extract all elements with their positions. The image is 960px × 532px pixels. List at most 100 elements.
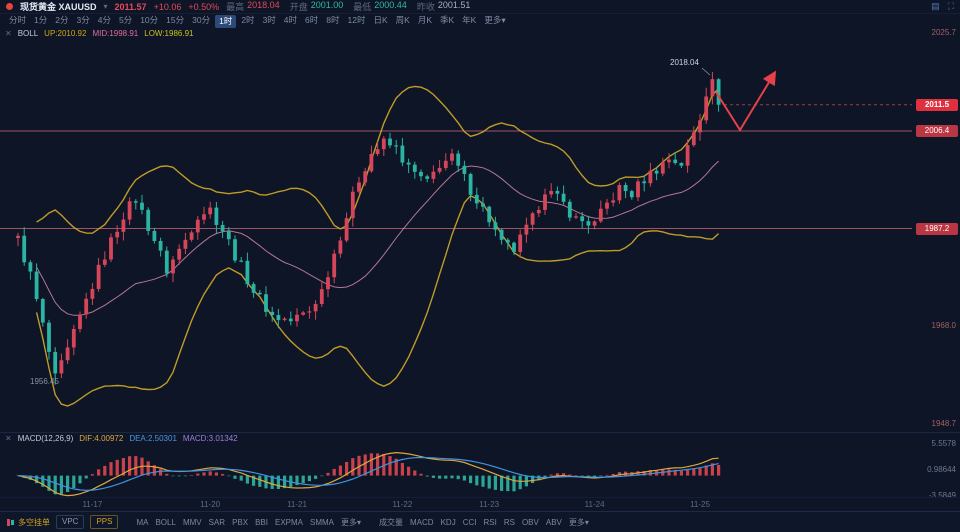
boll-up-value: UP:2010.92 bbox=[44, 29, 87, 38]
header-stat: 开盘 2001.00 bbox=[289, 0, 344, 12]
macd-macd-value: MACD:3.01342 bbox=[182, 434, 238, 443]
indicator-button[interactable]: CCI bbox=[462, 517, 477, 527]
time-axis-label: 11-22 bbox=[392, 500, 413, 509]
timeframe-more-button[interactable]: 更多▾ bbox=[484, 14, 506, 25]
symbol-name[interactable]: 现货黄金 XAUUSD bbox=[20, 2, 97, 12]
price-axis-label: 1987.2 bbox=[916, 222, 958, 235]
macd-dif-value: DIF:4.00972 bbox=[79, 434, 124, 443]
header-stat: 昨收 2001.51 bbox=[416, 0, 471, 12]
timeframe-button[interactable]: 6时 bbox=[305, 14, 319, 25]
indicator-button[interactable]: SMMA bbox=[310, 517, 334, 527]
timeframe-button[interactable]: 周K bbox=[395, 14, 410, 25]
market-status-dot bbox=[6, 3, 13, 10]
header-icons: ▤ ⛶ bbox=[931, 1, 954, 12]
boll-indicator-bar: ✕ BOLL UP:2010.92 MID:1998.91 LOW:1986.9… bbox=[5, 29, 193, 38]
time-axis-label: 11-25 bbox=[690, 500, 710, 509]
timeframe-button[interactable]: 2时 bbox=[241, 14, 255, 25]
indicator-button[interactable]: SAR bbox=[208, 517, 226, 527]
timeframe-button[interactable]: 2分 bbox=[55, 14, 69, 25]
macd-close-icon[interactable]: ✕ bbox=[5, 434, 12, 443]
low-annotation-label: 1956.45 bbox=[30, 377, 59, 386]
indicator-button[interactable]: EXPMA bbox=[274, 517, 303, 527]
pps-button[interactable]: PPS bbox=[90, 515, 119, 529]
main-indicator-list: MA BOLL MMV SAR PBX BBI EXPMA SMMA 更多▾ bbox=[136, 517, 361, 528]
price-axis-label: 2006.4 bbox=[916, 125, 958, 137]
price-axis[interactable]: 2025.7 2011.5 2006.4 1987.2 1968.0 1948.7 bbox=[912, 28, 960, 497]
vpc-button[interactable]: VPC bbox=[56, 515, 85, 529]
layout-icon[interactable]: ▤ bbox=[931, 1, 940, 11]
boll-low-value: LOW:1986.91 bbox=[144, 29, 194, 38]
timeframe-button[interactable]: 年K bbox=[462, 14, 477, 25]
long-short-icon bbox=[7, 518, 14, 526]
indicator-button[interactable]: 成交量 bbox=[379, 517, 404, 527]
long-short-orders-button[interactable]: 多空挂单 bbox=[6, 517, 50, 528]
boll-close-icon[interactable]: ✕ bbox=[5, 29, 12, 38]
main-indicators-more-button[interactable]: 更多▾ bbox=[341, 517, 362, 527]
bottom-toolbar: 多空挂单 VPC PPS MA BOLL MMV SAR PBX BBI EXPMA SMMA… bbox=[0, 511, 960, 532]
indicator-button[interactable]: KDJ bbox=[440, 517, 456, 527]
timeframe-button[interactable]: 4时 bbox=[283, 14, 298, 25]
last-price: 2011.57 bbox=[114, 1, 147, 12]
timeframe-button[interactable]: 1分 bbox=[34, 14, 48, 25]
timeframe-button[interactable]: 30分 bbox=[192, 14, 211, 25]
price-axis-label: 2025.7 bbox=[931, 28, 956, 37]
timeframe-button[interactable]: 5分 bbox=[118, 14, 133, 25]
timeframe-button[interactable]: 8时 bbox=[326, 14, 340, 25]
indicator-button[interactable]: PBX bbox=[232, 517, 249, 527]
indicator-button[interactable]: RSI bbox=[483, 517, 497, 527]
header-stat: 最低 2000.44 bbox=[353, 0, 407, 12]
macd-name: MACD(12,26,9) bbox=[17, 434, 74, 443]
sub-indicators-more-button[interactable]: 更多▾ bbox=[568, 517, 589, 527]
symbol-dropdown-icon[interactable]: ▾ bbox=[103, 2, 108, 11]
timeframe-bar-items: 分时 1分 2分 3分 4分 5分 10分 15分 30分 1时 2时 3时 4时 6时 8时 12时 日K 周K… bbox=[6, 14, 509, 28]
time-axis-label: 11-17 bbox=[82, 500, 103, 509]
price-change: +10.06 bbox=[153, 1, 182, 12]
main-chart[interactable] bbox=[0, 28, 960, 497]
sub-indicator-list: 成交量 MACD KDJ CCI RSI RS OBV ABV 更多▾ bbox=[379, 517, 589, 528]
header-stats: 最高 2018.04 开盘 2001.00 最低 2000.44 昨收 2001.51 bbox=[226, 0, 470, 13]
high-annotation-label: 2018.04 bbox=[670, 58, 699, 67]
timeframe-bar: 分时 1分 2分 3分 4分 5分 10分 15分 30分 1时 2时 3时 4时 6时 8时 12时 日K 周K… bbox=[0, 14, 960, 28]
indicator-button[interactable]: ABV bbox=[545, 517, 562, 527]
price-axis-label: 2011.5 bbox=[916, 98, 958, 111]
price-axis-label: 1968.0 bbox=[931, 320, 956, 330]
time-axis[interactable]: 11-17 11-20 11-21 11-22 11-23 11-24 11-25 bbox=[0, 497, 960, 511]
price-axis-label: 1948.7 bbox=[931, 419, 956, 428]
time-axis-label: 11-23 bbox=[479, 500, 500, 509]
macd-dea-value: DEA:2.50301 bbox=[129, 434, 177, 443]
time-axis-label: 11-21 bbox=[287, 500, 307, 509]
boll-name: BOLL bbox=[17, 29, 39, 38]
indicator-button[interactable]: OBV bbox=[521, 517, 539, 527]
indicator-button[interactable]: MMV bbox=[182, 517, 202, 527]
timeframe-button[interactable]: 3分 bbox=[76, 14, 90, 25]
header-stat: 最高 2018.04 bbox=[226, 0, 280, 12]
timeframe-button[interactable]: 分时 bbox=[9, 14, 27, 25]
price-change-pct: +0.50% bbox=[188, 1, 220, 12]
indicator-button[interactable]: BBI bbox=[255, 517, 268, 527]
macd-indicator-bar: ✕ MACD(12,26,9) DIF:4.00972 DEA:2.50301 … bbox=[5, 434, 238, 443]
macd-axis-label: 5.5578 bbox=[931, 439, 956, 448]
timeframe-button[interactable]: 1时 bbox=[215, 14, 237, 28]
indicator-button[interactable]: MACD bbox=[410, 517, 434, 527]
timeframe-button[interactable]: 季K bbox=[439, 14, 455, 25]
time-axis-label: 11-24 bbox=[584, 500, 605, 509]
time-axis-label: 11-20 bbox=[200, 500, 221, 509]
fullscreen-icon[interactable]: ⛶ bbox=[947, 1, 954, 11]
macd-axis: 5.5578 0.98644 -3.5849 bbox=[912, 28, 960, 500]
macd-axis-label: 0.98644 bbox=[927, 465, 956, 474]
timeframe-button[interactable]: 月K bbox=[417, 14, 432, 25]
macd-axis-label: -3.5849 bbox=[928, 491, 956, 500]
timeframe-button[interactable]: 日K bbox=[373, 14, 388, 25]
timeframe-button[interactable]: 12时 bbox=[347, 14, 366, 25]
boll-mid-value: MID:1998.91 bbox=[92, 29, 139, 38]
indicator-button[interactable]: BOLL bbox=[155, 517, 176, 527]
timeframe-button[interactable]: 4分 bbox=[97, 14, 111, 25]
timeframe-button[interactable]: 3时 bbox=[262, 14, 276, 25]
indicator-button[interactable]: MA bbox=[136, 517, 149, 527]
header-bar: 现货黄金 XAUUSD ▾ 2011.57 +10.06 +0.50% 最高 20… bbox=[0, 0, 960, 14]
timeframe-button[interactable]: 10分 bbox=[140, 14, 159, 25]
timeframe-button[interactable]: 15分 bbox=[166, 14, 185, 25]
long-short-orders-label: 多空挂单 bbox=[18, 517, 50, 527]
indicator-button[interactable]: RS bbox=[503, 517, 515, 527]
